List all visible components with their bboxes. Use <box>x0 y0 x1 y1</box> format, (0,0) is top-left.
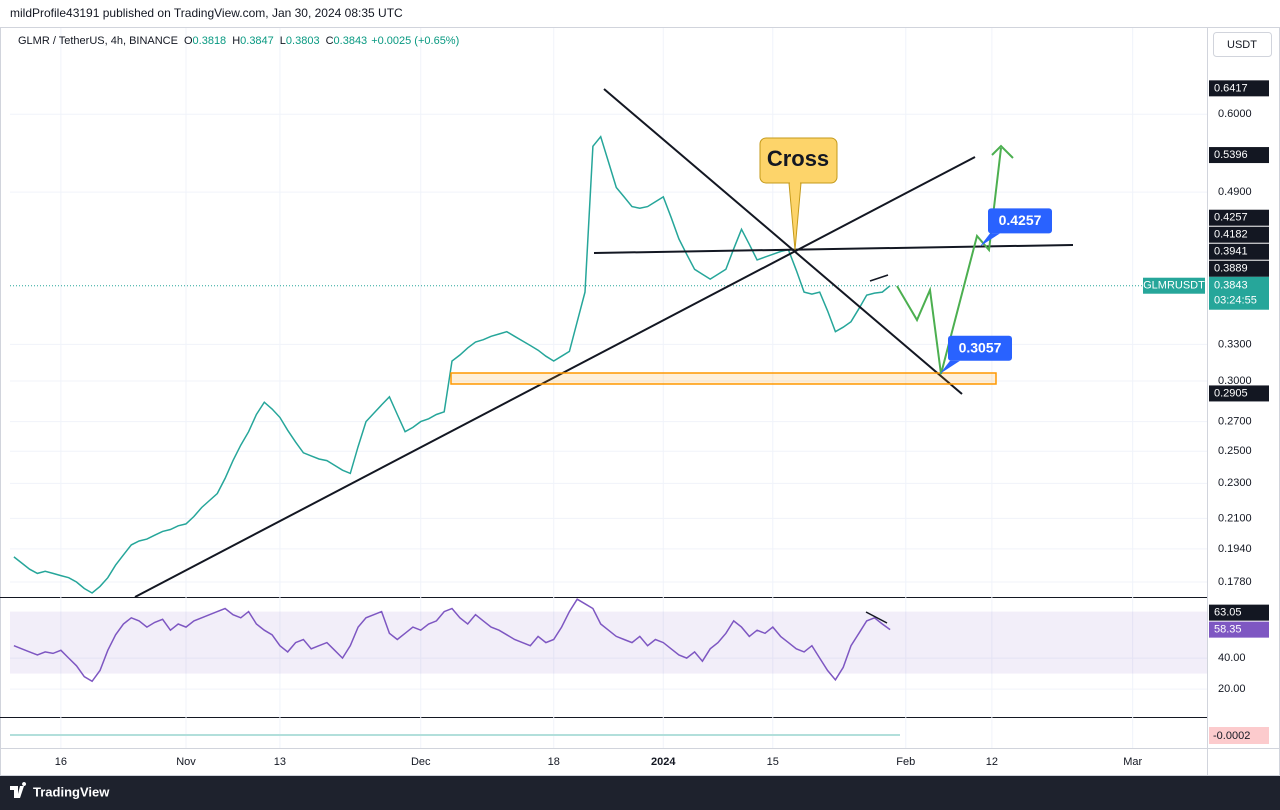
price-label-tag <box>1209 243 1269 260</box>
annotations: 0.4257 0.3057 <box>940 208 1052 374</box>
support-zone <box>450 372 997 385</box>
annotation-text: 0.4257 <box>999 212 1042 228</box>
callout-text: Cross <box>767 146 829 171</box>
annotation-box <box>988 208 1052 234</box>
y-tick-label: 0.2500 <box>1218 445 1252 457</box>
symbol-tag <box>1143 277 1205 294</box>
currency-button[interactable] <box>1213 32 1272 57</box>
trend-line <box>593 244 1074 254</box>
change: +0.0025 (+0.65%) <box>371 35 459 47</box>
y-tick-label: 0.2700 <box>1218 416 1252 428</box>
divergence-line <box>869 274 889 282</box>
price-label: 0.3941 <box>1214 246 1248 258</box>
price-label-tag <box>1209 80 1269 97</box>
y-tick-label: 0.1940 <box>1218 543 1252 555</box>
price-label-tag <box>1209 209 1269 226</box>
y-tick-label: 0.2300 <box>1218 477 1252 489</box>
logo <box>10 782 27 798</box>
x-tick-label: 18 <box>548 756 560 768</box>
last-price-tag <box>1209 276 1269 310</box>
x-tick-label: Dec <box>411 756 431 768</box>
footer <box>0 776 1280 810</box>
x-tick-label: 15 <box>767 756 779 768</box>
macd-value: -0.0002 <box>1213 730 1250 742</box>
y-tick-label: 0.3300 <box>1218 338 1252 350</box>
series-line <box>13 135 891 594</box>
rsi-label: 63.05 <box>1214 607 1242 619</box>
rsi-label-tag <box>1209 604 1269 621</box>
symbol-legend: GLMR / TetherUS, 4h, BINANCE O0.3818 H0.38… <box>18 35 459 47</box>
grid <box>10 28 1207 748</box>
ohlc-value: 0.3847 <box>240 35 274 47</box>
y-tick-label: 0.1780 <box>1218 576 1252 588</box>
price-label-tag <box>1209 385 1269 402</box>
y-tick-label: 0.4900 <box>1218 186 1252 198</box>
symbol: GLMR / TetherUS, 4h, BINANCE <box>18 35 178 47</box>
last-price-value: 0.3843 <box>1214 280 1248 292</box>
brand: TradingView <box>33 784 110 799</box>
x-tick-label: Mar <box>1123 756 1142 768</box>
series-line <box>13 598 891 683</box>
annotation-pointer <box>980 233 1000 247</box>
x-tick-label: Nov <box>176 756 196 768</box>
ohlc-key: C <box>326 35 334 47</box>
ohlc-key: O <box>184 35 193 47</box>
callout-joint <box>790 181 800 185</box>
x-tick-label: Feb <box>896 756 915 768</box>
symbol-tag-text: GLMRUSDT <box>1143 280 1205 292</box>
x-tick-label: 13 <box>274 756 286 768</box>
x-tick-label: 2024 <box>651 756 676 768</box>
currency: USDT <box>1227 39 1257 51</box>
publisher: mildProfile43191 published on TradingVie… <box>10 6 403 20</box>
countdown: 03:24:55 <box>1214 295 1257 307</box>
price-label: 0.6417 <box>1214 82 1248 94</box>
price-label-tag <box>1209 226 1269 243</box>
price-label-tag <box>1209 147 1269 164</box>
rsi-last-tag <box>1209 621 1269 638</box>
rsi-band <box>10 611 1207 674</box>
projection-arrowhead <box>991 144 1014 159</box>
divergence-line <box>865 611 888 624</box>
annotation-pointer <box>940 360 960 374</box>
ohlc-value: 0.3818 <box>193 35 227 47</box>
price-label: 0.2905 <box>1214 387 1248 399</box>
y-tick-label: 20.00 <box>1218 683 1246 695</box>
ohlc-value: 0.3803 <box>286 35 320 47</box>
y-tick-label: 40.00 <box>1218 652 1246 664</box>
y-tick-label: 0.6000 <box>1218 108 1252 120</box>
annotation-text: 0.3057 <box>959 340 1002 356</box>
price-label-tag <box>1209 260 1269 277</box>
x-tick-label: 16 <box>55 756 67 768</box>
projection-path <box>896 147 1002 375</box>
ohlc-key: H <box>232 35 240 47</box>
macd-tag <box>1209 727 1269 744</box>
price-label: 0.5396 <box>1214 149 1248 161</box>
rsi-last-value: 58.35 <box>1214 624 1242 636</box>
x-tick-label: 12 <box>986 756 998 768</box>
trend-line <box>134 156 976 598</box>
price-label: 0.4257 <box>1214 212 1248 224</box>
ohlc-key: L <box>280 35 286 47</box>
price-label: 0.4182 <box>1214 229 1248 241</box>
y-tick-label: 0.2100 <box>1218 512 1252 524</box>
trend-line <box>603 88 963 395</box>
price-label: 0.3889 <box>1214 263 1248 275</box>
ohlc-value: 0.3843 <box>334 35 368 47</box>
annotation-box <box>948 335 1012 361</box>
y-tick-label: 0.3000 <box>1218 375 1252 387</box>
plot <box>10 135 1207 683</box>
